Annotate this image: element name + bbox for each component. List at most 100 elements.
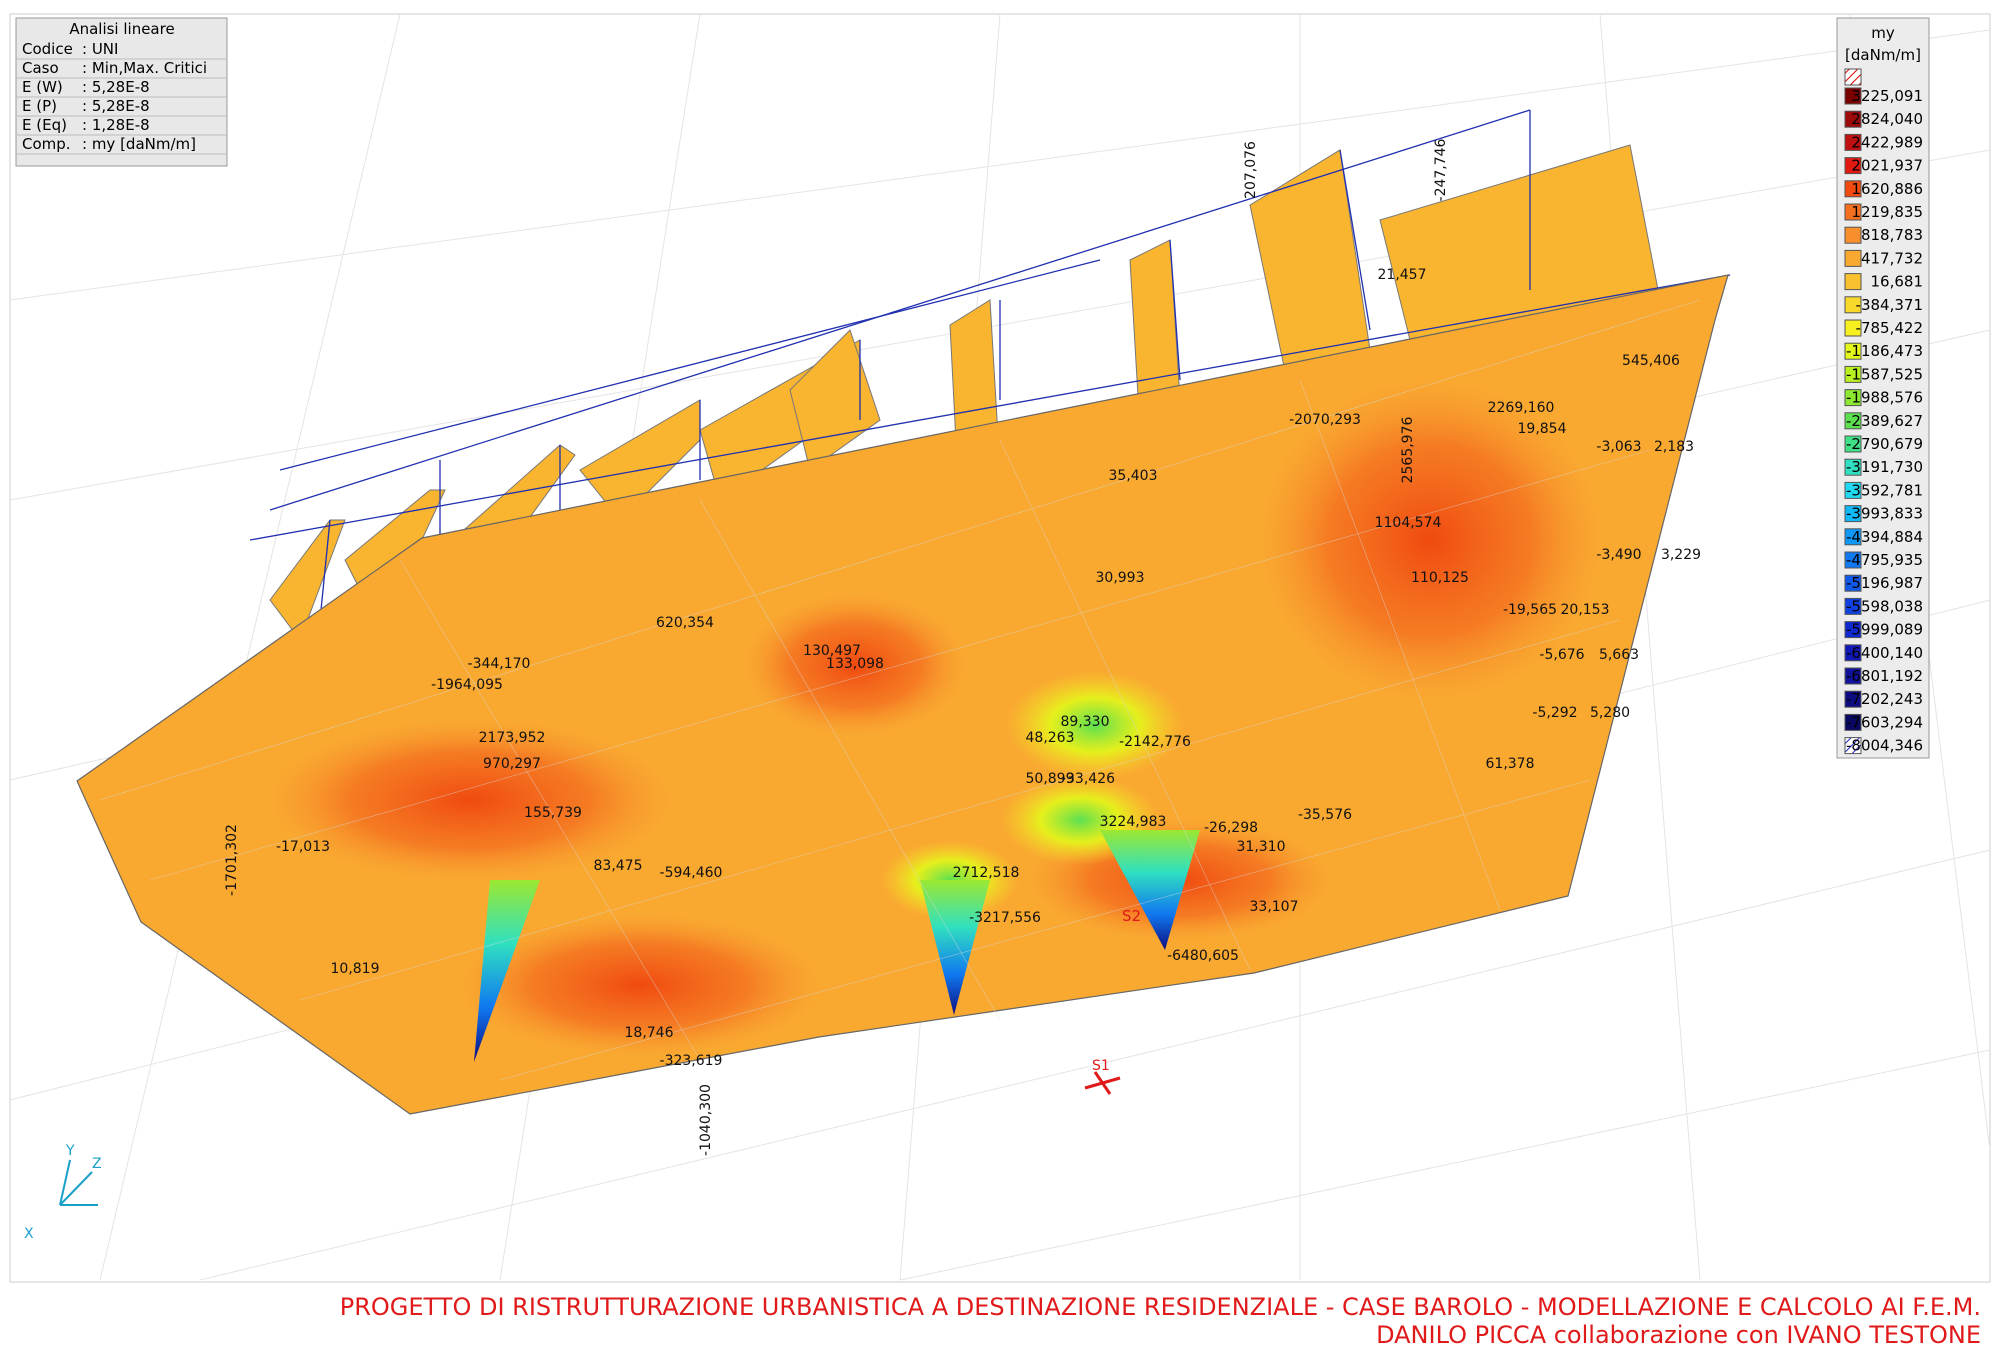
legend-swatch xyxy=(1844,157,1862,175)
legend-label: -7202,243 xyxy=(1846,690,1923,708)
value-label: -3,063 xyxy=(1596,439,1641,455)
value-label: 10,819 xyxy=(331,961,380,977)
legend-label: 1620,886 xyxy=(1851,180,1923,198)
legend-swatch xyxy=(1844,458,1862,476)
legend-label: 2824,040 xyxy=(1851,110,1923,128)
value-label: 133,098 xyxy=(826,656,884,672)
legend-swatch xyxy=(1844,737,1862,755)
legend-swatch xyxy=(1844,412,1862,430)
legend-swatch xyxy=(1844,110,1862,128)
wireframe xyxy=(249,109,1731,621)
legend-swatch xyxy=(1844,621,1862,639)
value-label: -19,565 xyxy=(1503,602,1557,618)
legend-label: -3191,730 xyxy=(1846,458,1923,476)
legend-swatch xyxy=(1844,644,1862,662)
value-label: 970,297 xyxy=(483,756,541,772)
value-label: 31,310 xyxy=(1237,839,1286,855)
value-label: 2,183 xyxy=(1654,439,1694,455)
value-label: -17,013 xyxy=(276,839,330,855)
legend-swatch xyxy=(1844,435,1862,453)
legend-label: -2790,679 xyxy=(1846,435,1923,453)
axis-triad: Y Z X xyxy=(24,1143,102,1242)
legend-label: 3225,091 xyxy=(1851,87,1923,105)
legend-swatch xyxy=(1844,667,1862,685)
legend-label: -384,371 xyxy=(1856,296,1923,314)
legend-swatch xyxy=(1844,342,1862,360)
info-title: Analisi lineare xyxy=(69,20,174,38)
legend-label: -8004,346 xyxy=(1846,737,1923,755)
info-key: Codice xyxy=(22,40,73,58)
value-label: 3,229 xyxy=(1661,547,1701,563)
value-label: 207,076 xyxy=(1243,141,1259,199)
info-key: E (Eq) xyxy=(22,116,67,134)
value-label: -594,460 xyxy=(660,865,723,881)
legend-label: -6801,192 xyxy=(1846,667,1923,685)
value-label: 5,663 xyxy=(1599,647,1639,663)
value-label: 35,403 xyxy=(1109,468,1158,484)
value-label: 110,125 xyxy=(1411,570,1469,586)
info-value: : Min,Max. Critici xyxy=(82,59,207,77)
value-label: 19,854 xyxy=(1518,421,1567,437)
legend-swatch xyxy=(1844,319,1862,337)
value-label: -1964,095 xyxy=(431,677,503,693)
value-label: 61,378 xyxy=(1486,756,1535,772)
legend-items: 3225,091 2824,040 2422,989 2021,937 1620,886… xyxy=(1844,87,1923,755)
value-label: -6480,605 xyxy=(1167,948,1239,964)
support-label: S1 xyxy=(1092,1058,1110,1074)
value-label: -35,576 xyxy=(1298,807,1352,823)
info-value: : 5,28E-8 xyxy=(82,97,150,115)
svg-text:Y: Y xyxy=(65,1143,75,1159)
support-mark xyxy=(1093,1071,1112,1095)
value-label: 21,457 xyxy=(1378,267,1427,283)
plot-labels: 2173,952 970,297 3224,983 2712,518 -3217,556… xyxy=(224,138,1701,1155)
value-label: -5,676 xyxy=(1539,647,1584,663)
value-label: -323,619 xyxy=(660,1053,723,1069)
legend-swatch xyxy=(1844,481,1862,499)
legend-label: -5598,038 xyxy=(1846,597,1923,615)
value-label: 18,746 xyxy=(625,1025,674,1041)
value-label: 30,993 xyxy=(1096,570,1145,586)
legend-swatch xyxy=(1844,690,1862,708)
value-label: 89,330 xyxy=(1061,714,1110,730)
legend-swatch xyxy=(1844,389,1862,407)
svg-text:Z: Z xyxy=(92,1156,102,1172)
legend-label: 2422,989 xyxy=(1851,133,1923,151)
legend-label: 818,783 xyxy=(1861,226,1923,244)
value-label: 2269,160 xyxy=(1488,400,1555,416)
legend-swatch xyxy=(1844,528,1862,546)
value-label: 48,263 xyxy=(1026,730,1075,746)
legend-label: -1186,473 xyxy=(1846,342,1923,360)
info-key: E (W) xyxy=(22,78,63,96)
legend-swatch xyxy=(1844,87,1862,105)
info-value: : UNI xyxy=(82,40,118,58)
value-label: -247,746 xyxy=(1433,138,1449,201)
value-label: 545,406 xyxy=(1622,353,1680,369)
value-label: 3224,983 xyxy=(1100,814,1167,830)
value-label: 2712,518 xyxy=(953,865,1020,881)
legend-swatch xyxy=(1844,226,1862,244)
legend-swatch xyxy=(1844,133,1862,151)
value-label: -26,298 xyxy=(1204,820,1258,836)
info-value: : 1,28E-8 xyxy=(82,116,150,134)
legend-swatch xyxy=(1844,203,1862,221)
legend-label: -785,422 xyxy=(1856,319,1923,337)
info-rows: Codice: UNI Caso: Min,Max. Critici E (W): … xyxy=(16,40,227,155)
svg-text:X: X xyxy=(24,1226,34,1242)
value-label: -2070,293 xyxy=(1289,412,1361,428)
contours xyxy=(270,380,1600,1062)
footer-line: PROGETTO DI RISTRUTTURAZIONE URBANISTICA… xyxy=(340,1293,1981,1321)
value-label: 155,739 xyxy=(524,805,582,821)
value-label: 620,354 xyxy=(656,615,714,631)
legend-swatch xyxy=(1844,713,1862,731)
support-label: S2 xyxy=(1122,907,1141,925)
footer-line: DANILO PICCA collaborazione con IVANO TE… xyxy=(1376,1321,1981,1348)
legend-label: 2021,937 xyxy=(1851,157,1923,175)
value-label: 5,280 xyxy=(1590,705,1630,721)
value-label: 33,107 xyxy=(1250,899,1299,915)
legend-unit: [daNm/m] xyxy=(1845,46,1921,64)
value-label: 20,153 xyxy=(1561,602,1610,618)
legend-label: 1219,835 xyxy=(1851,203,1923,221)
info-key: E (P) xyxy=(22,97,57,115)
value-label: 130,497 xyxy=(803,643,861,659)
